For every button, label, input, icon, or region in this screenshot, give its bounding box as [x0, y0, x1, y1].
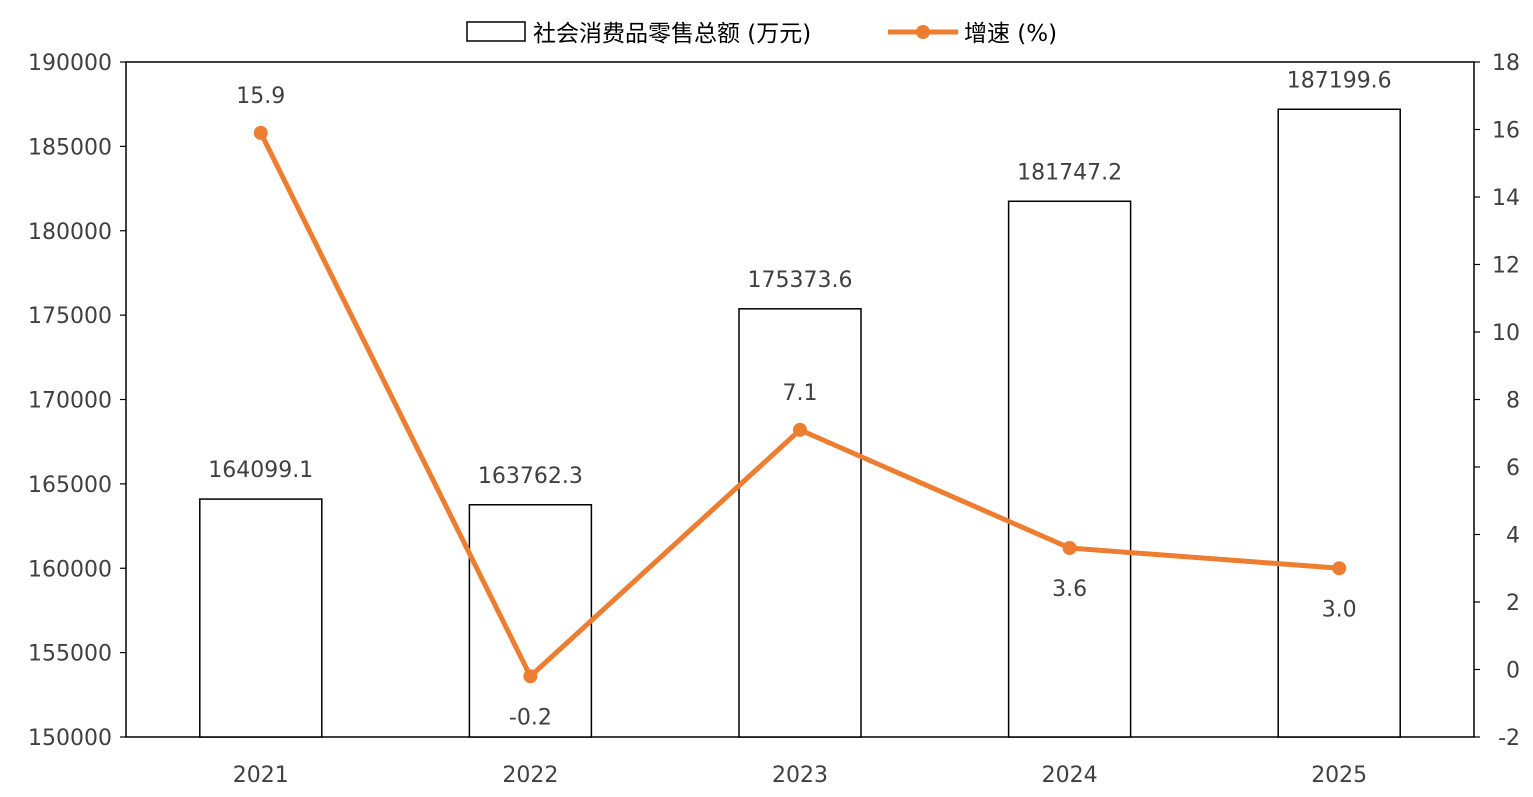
growth-point: [793, 422, 807, 437]
bar: [1277, 108, 1401, 738]
y-left-tick-label: 150000: [28, 726, 112, 751]
line-series: [253, 125, 1347, 684]
x-tick-label: 2022: [502, 763, 558, 788]
data-labels: 164099.1 163762.3 175373.6 181747.2 187199.6…: [208, 68, 1391, 730]
bar-data-label: 181747.2: [1017, 160, 1122, 185]
y-left-tick-label: 185000: [28, 135, 112, 160]
y-left-tick-label: 190000: [28, 51, 112, 76]
bar-data-label: 187199.6: [1287, 68, 1392, 93]
legend-label-line: 增速 (%): [964, 21, 1057, 47]
growth-point: [1062, 541, 1077, 555]
y-right-tick-label: -2: [1498, 726, 1520, 751]
bar: [738, 308, 862, 738]
y-left-tick-label: 165000: [28, 473, 112, 498]
y-right-tick-label: 18: [1492, 51, 1520, 76]
y-right-tick-label: 12: [1492, 254, 1520, 279]
y-right-tick-label: 0: [1506, 659, 1520, 684]
growth-point: [253, 125, 268, 140]
bar: [1007, 200, 1132, 738]
growth-point: [523, 669, 538, 684]
bar-data-label: 164099.1: [208, 458, 313, 483]
line-data-label: 15.9: [236, 84, 285, 109]
y-right-tick-label: 8: [1506, 389, 1520, 414]
y-left-tick-label: 175000: [28, 304, 112, 329]
bar-data-label: 163762.3: [478, 464, 583, 489]
bar: [199, 498, 323, 738]
bar-data-label: 175373.6: [748, 268, 853, 293]
legend-swatch-marker: [916, 25, 930, 39]
y-left-tick-label: 160000: [28, 557, 112, 582]
axes: 150000 155000 160000 165000 170000 175000 1800…: [28, 51, 1520, 788]
y-right-tick-label: 6: [1506, 456, 1520, 481]
line-data-label: 3.0: [1322, 597, 1357, 622]
x-tick-label: 2021: [233, 763, 289, 788]
x-tick-label: 2024: [1042, 763, 1098, 788]
legend-swatch-bar: [466, 21, 526, 42]
x-tick-label: 2025: [1311, 763, 1367, 788]
y-left-tick-label: 180000: [28, 220, 112, 245]
bar: [468, 504, 593, 738]
y-right-tick-label: 14: [1492, 186, 1520, 211]
growth-point: [1332, 561, 1347, 576]
line-data-label: 3.6: [1052, 577, 1087, 602]
y-left-tick-label: 170000: [28, 389, 112, 414]
y-right-tick-label: 10: [1492, 321, 1520, 346]
y-right-tick-label: 4: [1506, 524, 1520, 549]
line-data-label: -0.2: [509, 705, 552, 730]
line-data-label: 7.1: [783, 381, 818, 406]
y-right-tick-label: 2: [1506, 591, 1520, 616]
legend-label-bar: 社会消费品零售总额 (万元): [533, 21, 811, 47]
x-tick-label: 2023: [772, 763, 828, 788]
y-left-tick-label: 155000: [28, 642, 112, 667]
bar-series: [199, 108, 1401, 738]
legend: 社会消费品零售总额 (万元) 增速 (%): [466, 21, 1057, 47]
y-right-tick-label: 16: [1492, 119, 1520, 144]
